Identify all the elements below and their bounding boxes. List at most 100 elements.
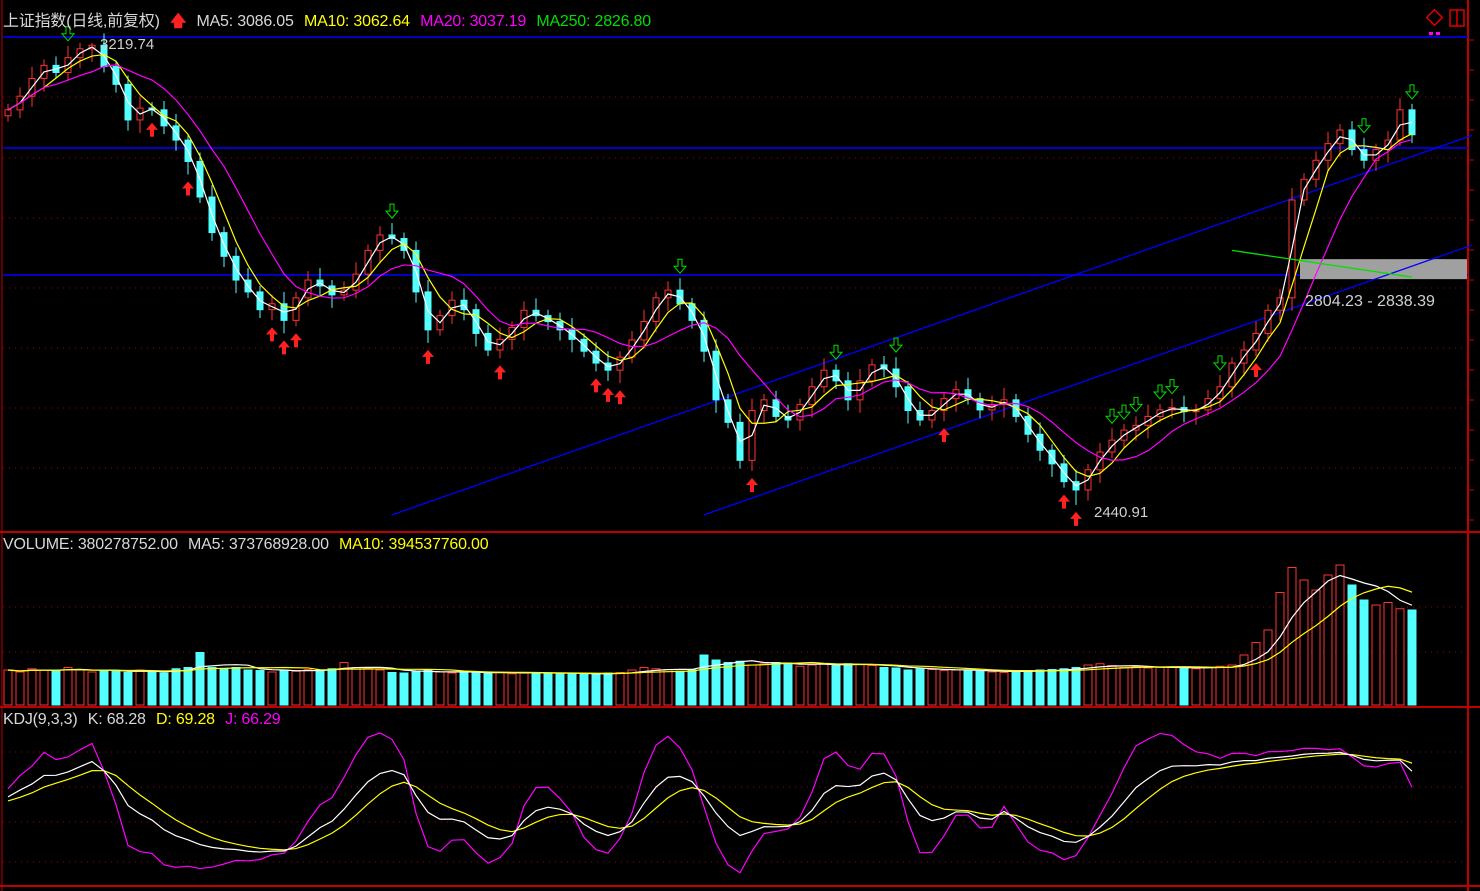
- volume-bar: [639, 667, 649, 706]
- sell-arrow-icon: [1212, 355, 1228, 371]
- ma20-value: MA20: 3037.19: [420, 13, 527, 30]
- buy-arrow-icon: [182, 181, 194, 196]
- volume-bar: [615, 672, 625, 706]
- volume-bar: [1215, 665, 1225, 706]
- buy-arrow-icon: [494, 365, 506, 380]
- volume-bar: [735, 660, 745, 706]
- volume-bar: [15, 671, 25, 706]
- volume-bar: [1263, 629, 1273, 706]
- grid-lines: [3, 39, 1474, 863]
- buy-arrow-icon: [146, 122, 158, 137]
- volume-bar: [951, 669, 961, 706]
- volume-bar: [783, 662, 793, 706]
- volume-bar: [51, 670, 61, 706]
- ma250-value: MA250: 2826.80: [536, 13, 651, 30]
- buy-arrow-icon: [590, 378, 602, 393]
- volume-bar: [1167, 666, 1177, 706]
- ma250-zone: [1300, 259, 1467, 280]
- volume-bar: [975, 670, 985, 706]
- volume-bar: [579, 673, 589, 706]
- volume-bars: [3, 564, 1417, 706]
- volume-bar: [423, 669, 433, 706]
- volume-bar: [1059, 668, 1069, 706]
- buy-arrow-icon: [290, 333, 302, 348]
- buy-arrow-icon: [746, 477, 758, 492]
- sell-arrow-icon: [1404, 84, 1420, 100]
- volume-bar: [711, 659, 721, 706]
- high-label: 3219.74: [100, 36, 154, 53]
- sell-arrow-icon: [1128, 396, 1144, 413]
- volume-bar: [159, 672, 169, 706]
- volume-bar: [747, 664, 757, 706]
- sell-arrow-icon: [672, 258, 688, 275]
- sell-arrow-icon: [888, 337, 904, 353]
- ma5-value: MA5: 3086.05: [196, 13, 294, 30]
- volume-bar: [1131, 666, 1141, 706]
- volume-bar: [627, 669, 637, 706]
- volume-bar: [543, 672, 553, 706]
- volume-bar: [831, 664, 841, 706]
- buy-arrow-icon: [1070, 511, 1082, 526]
- low-label: 2440.91: [1094, 504, 1148, 521]
- ma20-line: [7, 64, 1413, 461]
- volume-bar: [1371, 604, 1381, 706]
- sell-arrow-icon: [1164, 379, 1180, 395]
- buy-arrow-icon: [1058, 494, 1070, 509]
- main-chart-header: 上证指数(日线,前复权) 🡅 MA5: 3086.05 MA10: 3062.6…: [3, 7, 657, 37]
- volume-bar: [927, 669, 937, 706]
- sell-arrow-icon: [1116, 404, 1132, 420]
- volume-bar: [255, 670, 265, 706]
- volume-bar: [111, 670, 121, 706]
- volume-bar: [219, 668, 229, 706]
- k-line: [7, 751, 1413, 853]
- volume-bar: [603, 672, 613, 706]
- volume-bar: [879, 667, 889, 706]
- volume-bar: [999, 672, 1009, 706]
- volume-bar: [1071, 667, 1081, 706]
- ma250-line: [1231, 249, 1413, 278]
- volume-bar: [663, 669, 673, 706]
- range-label: 2804.23 - 2838.39: [1305, 293, 1435, 310]
- volume-bar: [291, 670, 301, 706]
- volume-bar: [1143, 667, 1153, 706]
- volume-bar: [843, 663, 853, 706]
- volume-header: VOLUME: 380278752.00 MA5: 373768928.00 M…: [3, 536, 494, 554]
- split-window-icon[interactable]: [1449, 9, 1465, 27]
- d-value: D: 69.28: [156, 711, 215, 728]
- volume-bar: [207, 667, 217, 706]
- volume-bar: [867, 665, 877, 706]
- volume-bar: [87, 671, 97, 706]
- volume-bar: [1323, 574, 1333, 706]
- volume-bar: [171, 668, 181, 706]
- volume-bar: [795, 665, 805, 706]
- diamond-icon[interactable]: [1425, 8, 1444, 27]
- volume-bar: [411, 670, 421, 706]
- signal-arrows: [62, 27, 1420, 526]
- sell-arrow-icon: [1104, 408, 1120, 425]
- volume-bar: [567, 673, 577, 706]
- volume-bar: [723, 662, 733, 706]
- sell-arrow-icon: [1152, 384, 1168, 400]
- volume-bar: [1107, 665, 1117, 706]
- d-line: [7, 753, 1413, 851]
- volume-value: VOLUME: 380278752.00: [3, 536, 178, 553]
- kdj-name: KDJ(9,3,3): [3, 711, 78, 728]
- volume-ma5-value: MA5: 373768928.00: [188, 536, 329, 553]
- volume-bar: [1047, 669, 1057, 706]
- volume-bar: [231, 667, 241, 706]
- volume-bar: [819, 663, 829, 706]
- volume-bar: [459, 672, 469, 706]
- volume-bar: [915, 668, 925, 706]
- volume-bar: [759, 663, 769, 706]
- volume-bar: [387, 672, 397, 706]
- chart-title: 上证指数(日线,前复权): [3, 13, 160, 30]
- volume-bar: [63, 667, 73, 706]
- volume-bar: [375, 669, 385, 706]
- volume-bar: [135, 669, 145, 706]
- ma10-line: [7, 53, 1413, 477]
- volume-bar: [399, 672, 409, 706]
- volume-bar: [1011, 670, 1021, 706]
- volume-bar: [1035, 669, 1045, 706]
- volume-bar: [471, 672, 481, 706]
